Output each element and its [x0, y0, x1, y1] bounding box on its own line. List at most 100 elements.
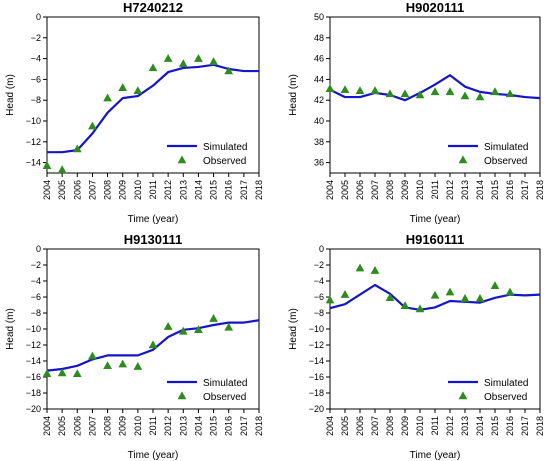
x-tick-label: 2006 [72, 180, 82, 200]
x-tick-label: 2006 [72, 416, 82, 436]
observed-point [355, 86, 365, 95]
observed-point [430, 87, 440, 96]
observed-point [430, 290, 440, 299]
observed-point [505, 287, 515, 296]
observed-point [400, 301, 410, 310]
y-axis-label: Head (m) [288, 74, 299, 116]
observed-point [445, 287, 455, 296]
legend-simulated-label: Simulated [203, 378, 247, 389]
x-tick-label: 2005 [340, 416, 350, 436]
y-tick-label: −4 [31, 276, 41, 286]
x-tick-label: 2008 [103, 416, 113, 436]
x-tick-label: 2005 [340, 180, 350, 200]
observed-point [370, 86, 380, 95]
observed-point [415, 304, 425, 313]
observed-point [103, 361, 112, 370]
y-tick-label: −8 [314, 308, 324, 318]
y-tick-label: −6 [31, 292, 41, 302]
y-tick-label: 0 [319, 244, 324, 254]
observed-point [340, 290, 350, 298]
y-tick-label: 48 [314, 33, 324, 43]
x-axis-label: Time (year) [128, 450, 179, 461]
x-tick-label: 2007 [370, 416, 380, 436]
x-tick-label: 2011 [430, 416, 440, 435]
y-tick-label: −14 [26, 356, 41, 366]
observed-point [490, 281, 500, 290]
x-tick-label: 2014 [193, 180, 203, 200]
y-tick-label: −14 [26, 158, 41, 168]
y-tick-label: −6 [31, 74, 41, 84]
legend-simulated-label: Simulated [203, 142, 247, 153]
observed-point [178, 59, 188, 68]
observed-point [490, 87, 500, 96]
observed-point [370, 266, 380, 274]
y-tick-label: 0 [36, 12, 41, 22]
x-tick-label: 2007 [370, 180, 380, 200]
x-tick-label: 2004 [325, 416, 335, 436]
x-tick-label: 2015 [209, 416, 219, 436]
observed-point [460, 91, 470, 100]
x-tick-label: 2008 [385, 416, 395, 436]
y-tick-label: −12 [26, 137, 41, 147]
y-tick-label: 50 [314, 12, 324, 22]
observed-point [194, 325, 203, 334]
observed-point [385, 89, 395, 98]
observed-point [118, 83, 128, 91]
observed-point [42, 161, 52, 169]
x-tick-label: 2004 [325, 180, 335, 200]
legend-observed-label: Observed [203, 392, 246, 403]
x-tick-label: 2016 [505, 416, 515, 436]
y-tick-label: −4 [314, 276, 324, 286]
observed-point [72, 369, 82, 378]
observed-point [415, 90, 425, 99]
observed-point [475, 92, 485, 101]
y-tick-label: −2 [314, 260, 324, 270]
x-tick-label: 2004 [42, 416, 52, 436]
observed-point [385, 293, 395, 302]
x-tick-label: 2014 [475, 180, 485, 200]
x-tick-label: 2010 [415, 416, 425, 436]
x-tick-label: 2008 [103, 180, 113, 200]
x-tick-label: 2005 [57, 180, 67, 200]
y-tick-label: 36 [314, 158, 324, 168]
x-tick-label: 2005 [57, 416, 67, 436]
y-tick-label: −12 [309, 340, 324, 350]
simulated-line [47, 63, 259, 154]
x-tick-label: 2013 [460, 180, 470, 200]
chart-title: H9020111 [406, 0, 465, 15]
y-tick-label: −20 [309, 404, 324, 414]
x-tick-label: 2004 [42, 180, 52, 200]
x-tick-label: 2016 [224, 416, 234, 436]
x-axis-label: Time (year) [410, 450, 461, 461]
x-tick-label: 2006 [355, 416, 365, 436]
y-tick-label: 44 [314, 74, 324, 84]
chart-title: H7240212 [123, 0, 183, 15]
observed-point [460, 294, 470, 302]
x-tick-label: 2013 [178, 416, 188, 436]
y-tick-label: −2 [31, 260, 41, 270]
legend-observed-label: Observed [203, 156, 246, 167]
legend-observed-label: Observed [484, 156, 527, 167]
simulated-line [330, 74, 540, 102]
observed-point [148, 63, 158, 72]
observed-point [355, 263, 365, 272]
y-tick-label: −10 [26, 116, 41, 126]
x-tick-label: 2017 [239, 416, 249, 436]
observed-point [224, 322, 234, 331]
x-tick-label: 2010 [415, 180, 425, 200]
x-tick-label: 2016 [505, 180, 515, 200]
observed-point [163, 54, 173, 62]
x-tick-label: 2009 [118, 416, 128, 436]
x-tick-label: 2012 [163, 180, 173, 200]
observed-point [224, 66, 234, 75]
x-tick-label: 2014 [193, 416, 203, 436]
x-tick-label: 2007 [87, 180, 97, 200]
x-tick-label: 2013 [460, 416, 470, 436]
legend-observed-marker [458, 155, 468, 164]
y-tick-label: 42 [314, 95, 324, 105]
observed-point [148, 340, 158, 349]
simulated-line [330, 283, 540, 311]
